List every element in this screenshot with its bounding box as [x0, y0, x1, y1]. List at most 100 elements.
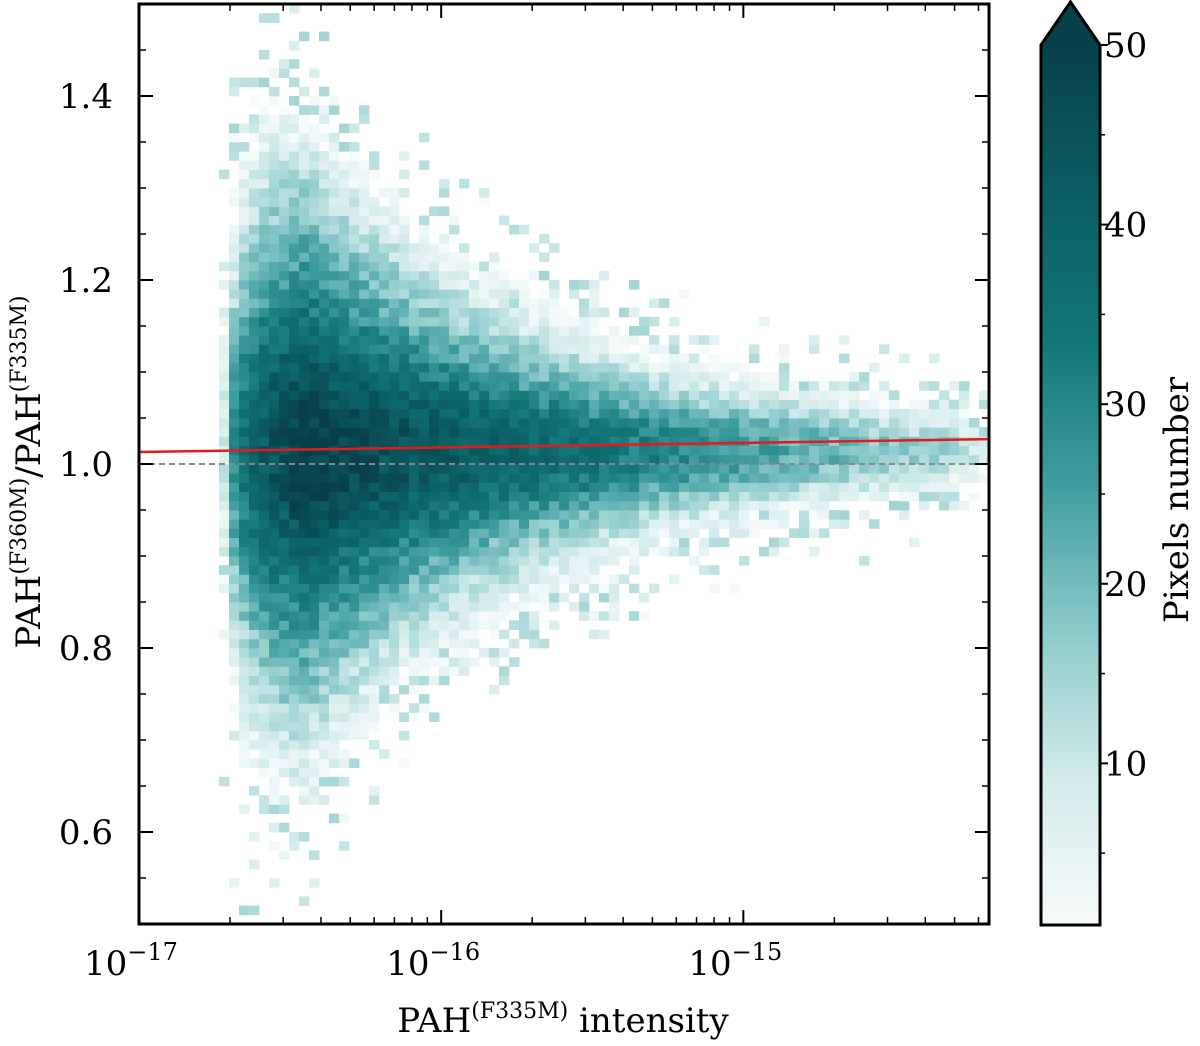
heatmap-cell	[339, 473, 350, 483]
heatmap-cell	[289, 280, 300, 290]
heatmap-cell	[299, 666, 310, 676]
heatmap-cell	[429, 464, 440, 474]
heatmap-cell	[509, 565, 520, 575]
heatmap-cell	[309, 528, 320, 538]
heatmap-cell	[259, 592, 270, 603]
heatmap-cell	[549, 445, 560, 456]
heatmap-cell	[449, 510, 460, 520]
heatmap-cell	[589, 464, 600, 474]
heatmap-cell	[499, 408, 510, 419]
heatmap-cell	[349, 390, 360, 400]
heatmap-cell	[389, 206, 400, 216]
heatmap-cell	[429, 454, 440, 465]
heatmap-cell	[229, 574, 240, 584]
heatmap-cell	[469, 399, 480, 410]
heatmap-cell	[699, 482, 710, 492]
heatmap-cell	[709, 528, 720, 538]
heatmap-cell	[599, 464, 610, 474]
heatmap-cell	[279, 500, 290, 511]
heatmap-cell	[749, 445, 760, 456]
heatmap-cell	[489, 592, 500, 603]
heatmap-cell	[319, 243, 330, 253]
heatmap-cell	[429, 638, 440, 649]
heatmap-cell	[819, 418, 830, 428]
heatmap-cell	[279, 105, 290, 115]
heatmap-cell	[429, 399, 440, 410]
heatmap-cell	[499, 574, 510, 584]
heatmap-cell	[229, 335, 240, 345]
heatmap-cell	[359, 546, 370, 557]
heatmap-cell	[669, 528, 680, 538]
heatmap-cell	[319, 105, 330, 115]
heatmap-cell	[669, 464, 680, 474]
heatmap-cell	[269, 878, 280, 888]
heatmap-cell	[289, 399, 300, 410]
heatmap-cell	[659, 353, 670, 364]
heatmap-cell	[769, 454, 780, 465]
heatmap-cell	[389, 427, 400, 437]
heatmap-cell	[279, 362, 290, 373]
heatmap-cell	[399, 316, 410, 327]
heatmap-cell	[439, 491, 450, 502]
heatmap-cell	[809, 546, 820, 557]
heatmap-cell	[369, 326, 380, 336]
heatmap-cell	[499, 399, 510, 410]
heatmap-cell	[329, 730, 340, 741]
heatmap-cell	[849, 408, 860, 419]
heatmap-cell	[389, 454, 400, 465]
heatmap-cell	[379, 602, 390, 612]
heatmap-cell	[479, 537, 490, 548]
heatmap-cell	[729, 381, 740, 391]
heatmap-cell	[909, 427, 920, 437]
heatmap-cell	[509, 454, 520, 465]
heatmap-cell	[469, 280, 480, 290]
heatmap-cell	[419, 611, 430, 621]
heatmap-cell	[279, 721, 290, 732]
heatmap-cell	[939, 473, 950, 483]
heatmap-cell	[849, 427, 860, 437]
heatmap-cell	[279, 270, 290, 281]
heatmap-cell	[459, 500, 470, 511]
heatmap-cell	[369, 592, 380, 603]
heatmap-cell	[519, 510, 530, 520]
heatmap-cell	[519, 353, 530, 364]
heatmap-cell	[399, 390, 410, 400]
heatmap-cell	[299, 776, 310, 787]
heatmap-cell	[689, 445, 700, 456]
heatmap-cell	[469, 500, 480, 511]
heatmap-cell	[419, 565, 430, 575]
heatmap-cell	[319, 197, 330, 207]
heatmap-cell	[299, 252, 310, 262]
heatmap-cell	[759, 464, 770, 474]
heatmap-cell	[309, 427, 320, 437]
heatmap-cell	[359, 169, 370, 180]
heatmap-cell	[329, 740, 340, 750]
heatmap-cell	[579, 326, 590, 336]
heatmap-cell	[469, 326, 480, 336]
heatmap-cell	[359, 730, 370, 741]
heatmap-cell	[299, 602, 310, 612]
heatmap-cell	[419, 519, 430, 529]
heatmap-cell	[489, 574, 500, 584]
heatmap-cell	[539, 546, 550, 557]
heatmap-cell	[949, 473, 960, 483]
heatmap-cell	[379, 215, 390, 226]
heatmap-cell	[399, 556, 410, 566]
heatmap-cell	[889, 399, 900, 410]
heatmap-cell	[969, 454, 980, 465]
heatmap-cell	[379, 436, 390, 446]
heatmap-cell	[569, 510, 580, 520]
heatmap-cell	[519, 307, 530, 318]
heatmap-cell	[349, 694, 360, 704]
heatmap-cell	[439, 362, 450, 373]
heatmap-cell	[229, 132, 240, 143]
heatmap-cell	[229, 142, 240, 152]
heatmap-cell	[429, 537, 440, 548]
heatmap-cell	[729, 473, 740, 483]
heatmap-cell	[669, 381, 680, 391]
heatmap-cell	[699, 362, 710, 373]
heatmap-cell	[689, 482, 700, 492]
heatmap-cell	[649, 335, 660, 345]
heatmap-cell	[539, 381, 550, 391]
heatmap-cell	[379, 510, 390, 520]
